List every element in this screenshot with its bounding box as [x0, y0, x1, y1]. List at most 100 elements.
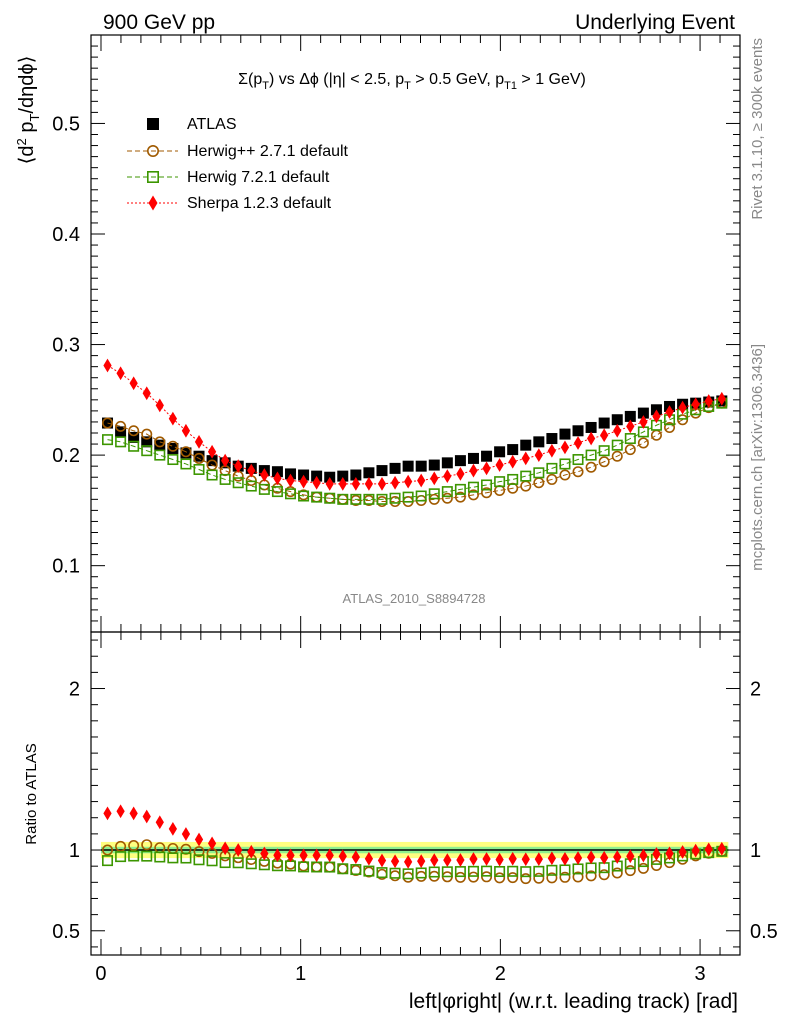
point-sherpa-1-2-3-default — [168, 411, 177, 426]
point-herwig-7-2-1-default — [572, 454, 584, 466]
x-tick-label: 0 — [95, 963, 106, 985]
point-herwig-2-7-1-default — [546, 473, 558, 485]
point-sherpa-1-2-3-default — [717, 391, 726, 406]
ratio-point-herwig-7-2-1-default — [441, 866, 453, 878]
ratio-point-herwig-2-7-1-default — [585, 870, 597, 882]
point-sherpa-1-2-3-default — [273, 471, 282, 486]
point-atlas — [128, 431, 140, 443]
point-sherpa-1-2-3-default — [207, 444, 217, 459]
ratio-point-herwig-7-2-1-default — [193, 854, 205, 866]
y-tick-label: 0.4 — [52, 224, 80, 246]
ratio-point-herwig-2-7-1-default — [494, 872, 506, 884]
ratio-point-sherpa-1-2-3-default — [338, 849, 347, 864]
ratio-point-herwig-7-2-1-default — [180, 852, 192, 864]
point-atlas — [494, 446, 506, 458]
legend-marker-sherpa-1-2-3-default — [148, 195, 158, 211]
ratio-point-herwig-7-2-1-default — [494, 866, 506, 878]
point-sherpa-1-2-3-default — [142, 386, 151, 401]
point-herwig-7-2-1-default — [507, 473, 519, 485]
ratio-point-herwig-2-7-1-default — [624, 865, 636, 877]
point-herwig-7-2-1-default — [154, 449, 166, 461]
ratio-point-herwig-7-2-1-default — [154, 851, 166, 863]
legend-label-herwig-2-7-1-default: Herwig++ 2.7.1 default — [187, 143, 349, 160]
point-sherpa-1-2-3-default — [338, 476, 347, 491]
point-herwig-7-2-1-default — [611, 439, 623, 451]
point-sherpa-1-2-3-default — [103, 358, 112, 373]
ratio-y-tick-label: 1 — [69, 840, 80, 862]
point-herwig-7-2-1-default — [624, 433, 636, 445]
series-line-herwig-7-2-1-default — [107, 402, 722, 500]
ratio-point-sherpa-1-2-3-default — [103, 806, 112, 821]
ratio-point-herwig-2-7-1-default — [415, 870, 427, 882]
ratio-point-sherpa-1-2-3-default — [469, 852, 478, 866]
point-herwig-2-7-1-default — [441, 492, 453, 504]
point-sherpa-1-2-3-default — [508, 454, 517, 469]
point-herwig-7-2-1-default — [559, 458, 571, 470]
ratio-point-sherpa-1-2-3-default — [207, 836, 217, 851]
ratio-point-sherpa-1-2-3-default — [430, 853, 439, 868]
chart-title: Σ(pT) vs Δϕ (|η| < 2.5, pT > 0.5 GeV, pT… — [238, 71, 586, 92]
point-herwig-2-7-1-default — [481, 487, 493, 499]
point-herwig-7-2-1-default — [441, 486, 453, 498]
ratio-point-herwig-7-2-1-default — [533, 865, 545, 877]
ratio-series-layer — [102, 804, 728, 885]
point-herwig-2-7-1-default — [102, 417, 114, 429]
ratio-point-herwig-7-2-1-default — [350, 864, 362, 876]
point-atlas — [415, 460, 427, 472]
ratio-point-herwig-7-2-1-default — [141, 850, 153, 862]
ratio-point-herwig-2-7-1-default — [467, 871, 479, 883]
ratio-point-herwig-7-2-1-default — [324, 861, 336, 873]
ratio-point-sherpa-1-2-3-default — [508, 851, 517, 866]
ratio-point-sherpa-1-2-3-default — [168, 821, 177, 836]
point-herwig-2-7-1-default — [115, 420, 127, 432]
mcplots-note: mcplots.cern.ch [arXiv:1306.3436] — [749, 344, 766, 571]
main-y-axis-label: ⟨d2 pT/dηdϕ⟩ — [14, 56, 42, 165]
ratio-point-sherpa-1-2-3-default — [521, 852, 530, 867]
ratio-point-herwig-7-2-1-default — [128, 850, 140, 862]
point-herwig-7-2-1-default — [415, 490, 427, 502]
point-sherpa-1-2-3-default — [678, 400, 687, 415]
ratio-point-herwig-2-7-1-default — [102, 844, 114, 856]
point-herwig-7-2-1-default — [141, 445, 153, 457]
ratio-point-sherpa-1-2-3-default — [560, 851, 570, 866]
ratio-point-sherpa-1-2-3-default — [495, 852, 504, 867]
ratio-point-sherpa-1-2-3-default — [260, 846, 269, 861]
point-sherpa-1-2-3-default — [351, 476, 360, 491]
point-atlas — [533, 436, 545, 448]
ratio-point-herwig-2-7-1-default — [128, 840, 140, 852]
point-sherpa-1-2-3-default — [404, 474, 413, 489]
point-herwig-7-2-1-default — [232, 477, 244, 489]
ratio-point-herwig-7-2-1-default — [507, 865, 519, 877]
point-sherpa-1-2-3-default — [116, 366, 125, 381]
ratio-point-sherpa-1-2-3-default — [691, 843, 700, 858]
ratio-point-herwig-2-7-1-default — [193, 846, 205, 858]
ratio-point-sherpa-1-2-3-default — [194, 832, 204, 847]
point-sherpa-1-2-3-default — [639, 415, 648, 429]
point-atlas — [454, 455, 466, 467]
point-herwig-7-2-1-default — [402, 491, 414, 503]
point-sherpa-1-2-3-default — [613, 423, 622, 438]
main-y-tick-labels: 0.1 0.2 0.3 0.4 0.5 — [52, 113, 80, 577]
point-atlas — [363, 467, 375, 479]
x-tick-label: 3 — [694, 963, 705, 985]
point-sherpa-1-2-3-default — [573, 436, 583, 450]
ratio-point-herwig-7-2-1-default — [311, 861, 323, 873]
ratio-point-herwig-2-7-1-default — [402, 871, 414, 883]
ratio-y-tick-label: 0.5 — [52, 921, 80, 943]
point-atlas — [507, 444, 519, 456]
point-sherpa-1-2-3-default — [521, 451, 530, 466]
ratio-point-sherpa-1-2-3-default — [181, 827, 191, 841]
point-sherpa-1-2-3-default — [443, 469, 452, 483]
ratio-point-sherpa-1-2-3-default — [586, 850, 596, 865]
ratio-point-sherpa-1-2-3-default — [325, 848, 334, 863]
point-atlas — [467, 452, 479, 464]
ratio-point-herwig-7-2-1-default — [167, 852, 179, 864]
ratio-point-herwig-7-2-1-default — [102, 855, 114, 867]
ratio-point-herwig-2-7-1-default — [572, 871, 584, 883]
point-herwig-2-7-1-default — [611, 450, 623, 462]
ratio-point-herwig-7-2-1-default — [363, 865, 375, 877]
ratio-point-sherpa-1-2-3-default — [482, 852, 491, 866]
ratio-point-sherpa-1-2-3-default — [129, 806, 138, 821]
ratio-point-sherpa-1-2-3-default — [678, 845, 687, 859]
point-sherpa-1-2-3-default — [364, 476, 374, 491]
